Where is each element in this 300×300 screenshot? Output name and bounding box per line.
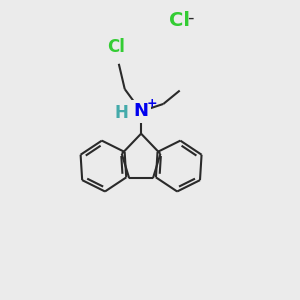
Text: Cl: Cl bbox=[169, 11, 190, 30]
Text: +: + bbox=[146, 97, 157, 110]
Text: N: N bbox=[134, 102, 148, 120]
Text: H: H bbox=[115, 104, 129, 122]
Text: -: - bbox=[187, 9, 194, 27]
Text: Cl: Cl bbox=[107, 38, 125, 56]
